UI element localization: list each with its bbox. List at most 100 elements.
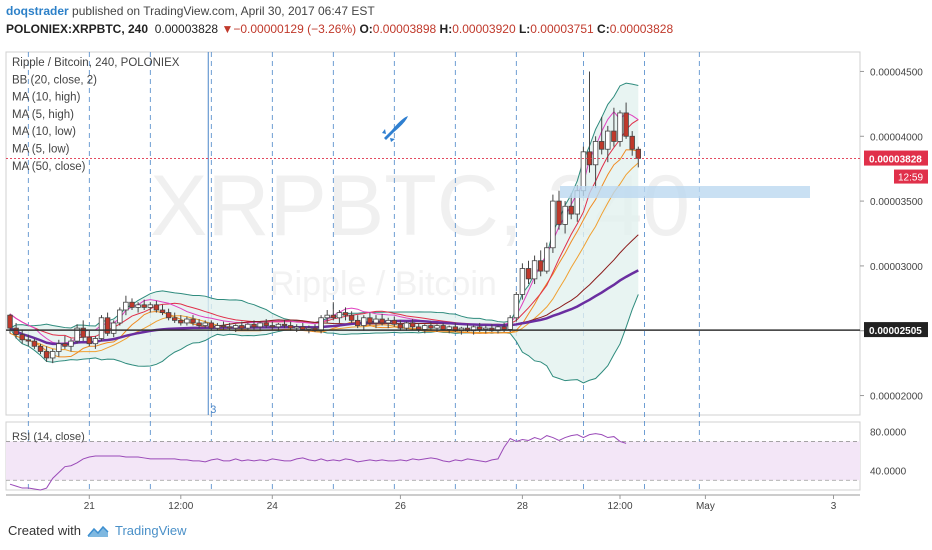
candle [599,141,605,150]
candle [422,325,428,330]
legend-item: Ripple / Bitcoin, 240, POLONIEX [12,57,180,69]
candle [348,314,355,321]
candle [483,327,489,330]
candle [68,340,74,347]
candle [80,327,86,338]
candle [74,327,80,342]
candle [476,326,483,330]
candle [147,304,153,308]
x-tick-label: 3 [831,501,837,512]
tradingview-link[interactable]: TradingView [114,523,187,538]
session-label: 3 [210,404,216,416]
x-tick-label: 21 [84,501,96,512]
candle [117,309,123,324]
candle [324,314,330,319]
candle [31,340,38,347]
candle [550,200,556,249]
level-tag-label: 0.00002505 [869,326,922,337]
candle [318,317,324,332]
low-label: L: [518,22,531,36]
candle [446,326,452,330]
publish-line: doqstrader published on TradingView.com,… [6,4,375,18]
candle [544,247,550,272]
candle [245,323,251,329]
candle [214,325,221,329]
legend-item: MA (50, close) [12,161,86,173]
rocket-icon [382,116,408,142]
rsi-band [6,441,860,481]
candle [159,309,166,313]
candle [391,319,397,325]
publisher-name[interactable]: doqstrader [6,4,69,18]
candle [525,268,532,280]
candle [592,141,599,166]
bollinger-lower [9,294,639,384]
close-label: C: [597,22,610,36]
candle [428,325,434,329]
last-price: 0.00003828 [154,22,219,36]
candle [92,338,99,345]
candle [354,319,361,326]
countdown-tag [894,169,928,184]
candle [330,314,336,319]
ma-high-5 [9,110,639,344]
price-change: −0.00000129 (−3.26%) [233,22,357,36]
candle [153,304,160,311]
last-price-tag-label: 0.00003828 [869,155,922,166]
y-tick-label: 0.00004500 [870,67,923,78]
candle [617,112,623,142]
y-tick-label: 0.00004000 [870,132,923,143]
x-tick-label: 28 [517,501,529,512]
candle [190,318,196,324]
quote-line: POLONIEX:XRPBTC, 240 0.00003828 ▼−0.0000… [6,22,673,36]
candle [397,323,404,329]
candle [37,345,44,352]
candle [196,322,202,326]
candle [513,294,519,319]
candle [440,325,446,330]
close-value: 0.00003828 [609,22,674,36]
candle [629,135,635,150]
candle [611,130,617,142]
symbol-label: POLONIEX:XRPBTC, 240 [6,22,149,36]
bollinger-fill [10,83,639,383]
open-value: 0.00003898 [372,22,437,36]
candle [129,301,135,308]
low-value: 0.00003751 [530,22,594,36]
candle [501,326,507,330]
legend-item: MA (10, low) [12,126,76,138]
candle [367,317,373,324]
candle [104,317,111,334]
rsi-tick-label: 80.0000 [870,428,907,439]
open-label: O: [359,22,373,36]
candle [263,322,269,326]
candle [184,318,190,324]
x-tick-label: 24 [267,501,279,512]
last-price-tag [864,150,928,166]
footer: Created with TradingView [8,523,187,538]
publish-info: published on TradingView.com, April 30, … [72,4,375,18]
y-tick-label: 0.00002000 [870,392,923,403]
candle [141,304,147,308]
rsi-tick-label: 40.0000 [870,467,907,478]
candle [165,312,172,319]
candle [580,151,587,192]
legend-item: MA (5, low) [12,144,70,156]
legend-item: BB (20, close, 2) [12,74,97,86]
candle [275,323,282,328]
candle [19,334,25,341]
candle [86,336,92,345]
tradingview-logo-icon [87,525,109,537]
candle [385,319,391,324]
candle [7,314,13,329]
candle [25,339,31,342]
candle [251,323,257,328]
candle [208,322,214,329]
legend-item: MA (5, high) [12,109,74,121]
x-tick-label: 12:00 [607,501,632,512]
ma-low-5 [9,149,639,358]
y-tick-label: 0.00003000 [870,262,923,273]
candle [232,325,239,329]
candle [415,326,422,330]
